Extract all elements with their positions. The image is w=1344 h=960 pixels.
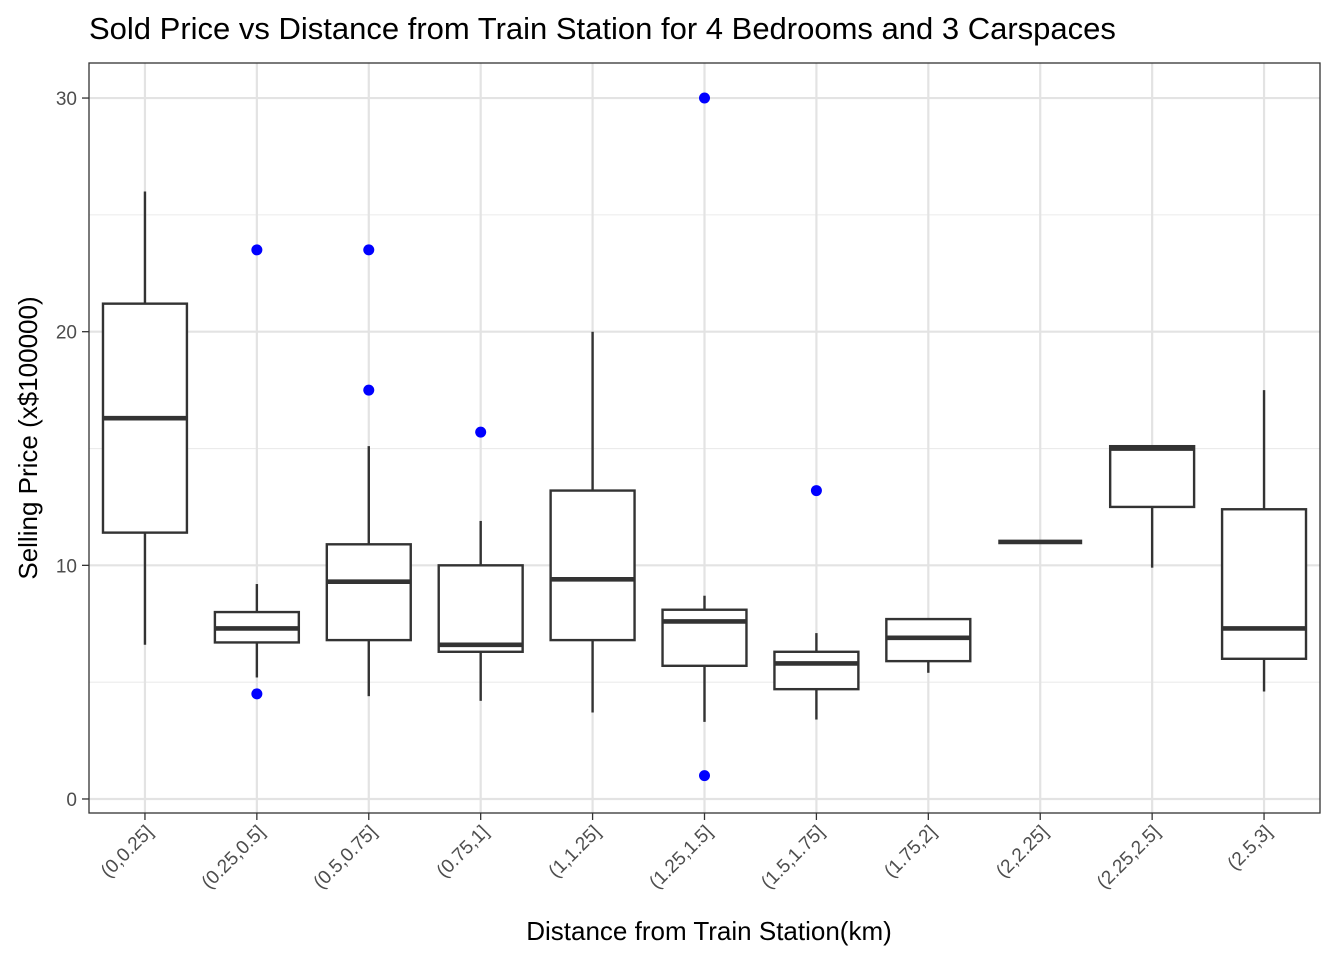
outlier-point	[699, 92, 710, 104]
box-group	[773, 633, 860, 720]
outlier-point	[251, 688, 263, 700]
x-axis: (0,0.25] (0.25,0.5] (0.5,0.75] (0.75,1] (1,1…	[97, 813, 1277, 893]
box-group	[325, 446, 412, 697]
x-tick-label: (1.25,1.5]	[645, 822, 717, 894]
box-group	[661, 595, 748, 722]
y-tick-label: 30	[56, 89, 77, 110]
outlier-point	[810, 485, 822, 497]
x-tick-label: (0,0.25]	[97, 822, 157, 882]
y-axis: 0 10 20 30	[56, 89, 89, 811]
x-axis-title: Distance from Train Station(km)	[526, 916, 892, 946]
x-tick-label: (2,2.25]	[992, 822, 1052, 882]
box	[661, 608, 748, 668]
x-tick-label: (2.25,2.5]	[1093, 822, 1165, 894]
y-tick-label: 10	[56, 556, 77, 577]
box-group	[1108, 444, 1196, 568]
x-tick-label: (0.25,0.5]	[198, 822, 270, 894]
box	[885, 617, 972, 663]
box-group	[437, 520, 524, 701]
outlier-point	[699, 770, 710, 782]
box-group	[101, 191, 189, 645]
x-tick-label: (1.75,2]	[880, 822, 940, 882]
box	[549, 489, 636, 642]
box	[437, 564, 524, 653]
outliers	[251, 92, 822, 782]
outlier-point	[363, 244, 375, 256]
outlier-point	[251, 244, 263, 256]
y-axis-title: Selling Price (x$100000)	[13, 296, 43, 579]
y-tick-label: 20	[56, 323, 77, 344]
box-group	[213, 584, 301, 678]
box-group	[885, 617, 972, 673]
x-tick-label: (0.75,1]	[433, 822, 493, 882]
y-tick-label: 0	[66, 790, 77, 811]
boxes	[101, 191, 1308, 722]
box	[1220, 508, 1308, 660]
x-tick-label: (0.5,0.75]	[310, 822, 382, 894]
outlier-point	[363, 384, 375, 396]
x-tick-label: (1,1.25]	[545, 822, 605, 882]
x-tick-label: (1.5,1.75]	[757, 822, 829, 894]
box-group	[1220, 390, 1308, 692]
x-tick-label: (2.5,3]	[1224, 822, 1277, 875]
box	[325, 543, 412, 642]
box	[1108, 444, 1196, 509]
box	[773, 650, 860, 691]
box-group	[549, 331, 636, 713]
chart-title: Sold Price vs Distance from Train Statio…	[89, 11, 1116, 46]
outlier-point	[475, 426, 487, 438]
